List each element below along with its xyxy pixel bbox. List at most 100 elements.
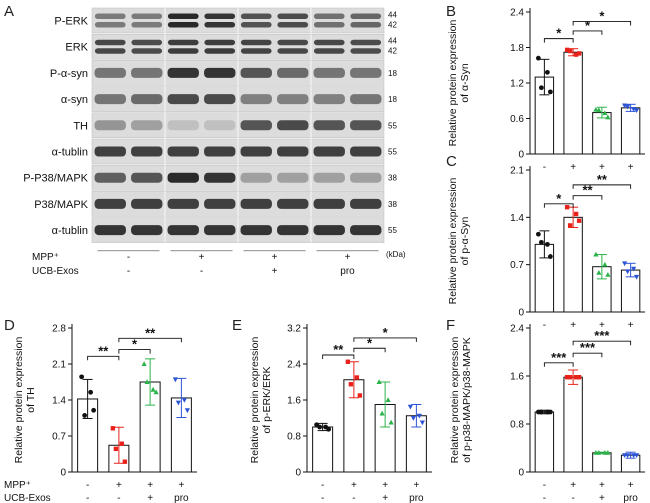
data-point	[631, 107, 637, 112]
y-tick-label: 0	[295, 468, 301, 479]
x-group-label: pro	[409, 493, 424, 503]
x-group-label: pro	[623, 493, 638, 503]
data-point	[82, 413, 88, 418]
panel-letter: E	[232, 317, 242, 334]
blot-band	[350, 22, 382, 28]
blot-band	[240, 13, 272, 19]
kda-marker: 18	[388, 69, 397, 78]
data-point	[388, 419, 394, 425]
data-point	[354, 375, 360, 380]
y-tick-label: 1.4	[510, 213, 524, 224]
y-axis-label: Relative protein expression	[13, 337, 25, 464]
blot-band	[131, 198, 163, 209]
blot-band	[167, 146, 199, 157]
data-point	[175, 400, 181, 406]
blot-band	[167, 13, 199, 19]
y-tick-label: 2.4	[510, 8, 524, 19]
condition-value: +	[345, 252, 351, 263]
x-tick-label: +	[628, 480, 634, 491]
x-tick-label: -	[543, 480, 546, 491]
data-point	[567, 375, 573, 380]
data-point	[379, 410, 385, 416]
chart-f: F Relative protein expression of p-p38-MAP…	[446, 317, 645, 503]
chart-e: E Relative protein expression of p-ERK/ERK…	[232, 317, 432, 503]
blot-band	[131, 48, 163, 54]
blot-band	[204, 172, 236, 183]
blot-row-label: P38/MAPK	[34, 199, 88, 211]
y-axis-label: Relative protein expression	[447, 20, 459, 147]
significance-bracket	[353, 337, 417, 342]
kda-marker: 42	[388, 47, 397, 56]
y-tick-label: 1.2	[510, 79, 524, 90]
blot-band	[313, 13, 345, 19]
y-axis-label: of p-ERK/ERK	[261, 366, 273, 433]
blot-band	[131, 13, 163, 19]
x-tick-label: +	[628, 162, 634, 173]
blot-band	[131, 172, 163, 183]
x-tick-label: +	[147, 480, 153, 491]
y-tick-label: 3.2	[287, 324, 301, 335]
y-tick-label: 0.8	[510, 420, 524, 431]
data-point	[348, 382, 354, 387]
blot-band	[350, 225, 382, 236]
data-point	[410, 416, 416, 421]
data-point	[144, 379, 150, 384]
x-group-label: +	[382, 493, 388, 503]
blot-band	[204, 22, 236, 28]
significance-label: **	[582, 183, 593, 198]
significance-label: ***	[594, 328, 610, 343]
blot-band	[94, 225, 126, 236]
bar	[312, 426, 334, 473]
blot-band	[94, 48, 126, 54]
kda-marker: 55	[388, 148, 397, 157]
x-group-label: -	[86, 493, 89, 503]
y-axis-label: of α-Syn	[459, 63, 471, 102]
kda-marker: 44	[388, 37, 397, 46]
blot-band	[167, 94, 199, 105]
blot-band	[94, 39, 126, 46]
data-point	[576, 51, 582, 56]
x-group-label: -	[321, 493, 324, 503]
data-point	[564, 204, 570, 210]
significance-bracket	[543, 203, 574, 208]
data-point	[602, 261, 608, 267]
data-point	[634, 274, 640, 280]
x-tick-label: +	[570, 162, 576, 173]
blot-band	[240, 146, 272, 157]
data-point	[593, 106, 599, 112]
blot-band	[350, 146, 382, 157]
data-point	[153, 389, 159, 395]
y-axis-label: of TH	[25, 387, 37, 412]
y-tick-label: 0	[60, 468, 66, 479]
data-point	[564, 375, 570, 380]
x-group-label: +	[599, 493, 605, 503]
y-tick-label: 2.4	[510, 324, 524, 335]
data-point	[538, 239, 544, 245]
data-point	[416, 413, 422, 419]
blot-band	[240, 120, 272, 131]
y-tick-label: 1.6	[287, 396, 301, 407]
significance-bracket	[572, 195, 603, 200]
significance-label: *	[367, 335, 373, 350]
blot-row: α-tublin 55	[52, 138, 397, 165]
blot-band	[94, 67, 126, 78]
blot-band	[350, 120, 382, 131]
blot-row-label: α-tublin	[52, 147, 88, 159]
bar	[563, 51, 583, 155]
data-point	[567, 223, 573, 228]
blot-band	[277, 146, 309, 157]
bar	[592, 452, 612, 473]
blot-band	[131, 22, 163, 28]
data-point	[564, 47, 570, 53]
blot-band	[350, 172, 382, 183]
blot-row: TH 55	[73, 112, 397, 139]
data-point	[88, 389, 94, 395]
data-point	[538, 409, 544, 415]
blot-band	[131, 39, 163, 46]
x-tick-label: -	[86, 480, 89, 491]
significance-label: **	[597, 172, 608, 187]
kda-marker: 55	[388, 121, 397, 130]
